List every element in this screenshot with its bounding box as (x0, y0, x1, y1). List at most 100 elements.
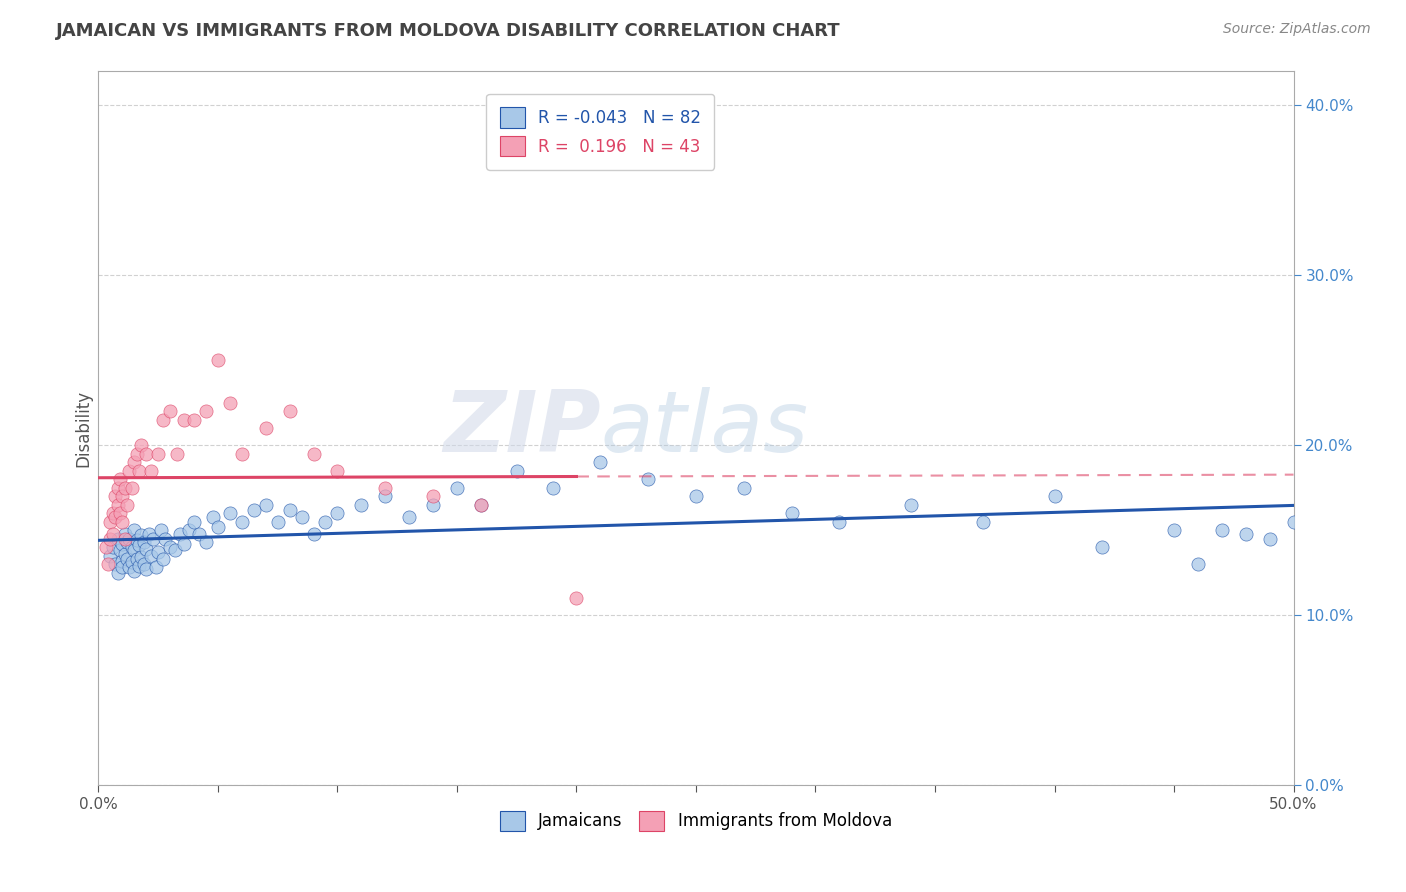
Point (111, 554, 134, 568)
Point (128, 464, 150, 478)
Point (637, 472, 659, 486)
Point (94, 540, 117, 554)
Point (121, 481, 143, 495)
Point (118, 464, 141, 478)
Point (219, 395, 242, 409)
Point (166, 447, 188, 461)
Point (108, 472, 131, 486)
Point (107, 566, 129, 580)
Point (98, 549, 122, 563)
Point (231, 515, 253, 529)
Point (114, 481, 136, 495)
Point (148, 447, 170, 461)
Point (173, 412, 195, 426)
Point (128, 538, 150, 552)
Point (139, 464, 162, 478)
Point (142, 532, 165, 546)
Point (187, 526, 209, 541)
Point (135, 447, 157, 461)
Point (115, 498, 138, 512)
Point (326, 506, 349, 520)
Point (1043, 489, 1066, 503)
Point (1234, 526, 1257, 541)
Text: atlas: atlas (600, 386, 808, 470)
Point (139, 549, 162, 563)
Point (118, 532, 141, 546)
Point (267, 515, 290, 529)
Point (111, 515, 134, 529)
Point (135, 541, 157, 556)
Point (159, 540, 181, 554)
Point (114, 532, 136, 546)
Point (98, 515, 122, 529)
Point (128, 558, 150, 573)
Point (115, 535, 138, 549)
Point (124, 564, 146, 578)
Point (202, 509, 225, 524)
Point (374, 481, 396, 495)
Point (118, 560, 141, 574)
Point (124, 455, 146, 469)
Point (114, 547, 136, 561)
Point (114, 526, 136, 541)
Point (107, 498, 129, 512)
Point (101, 526, 124, 541)
Point (104, 489, 127, 503)
Point (131, 438, 153, 452)
Point (111, 489, 134, 503)
Point (1282, 515, 1305, 529)
Point (138, 526, 160, 541)
Point (131, 550, 153, 565)
Point (97, 557, 120, 571)
Point (121, 555, 143, 569)
Point (302, 447, 325, 461)
Point (108, 506, 131, 520)
Point (145, 560, 167, 574)
Point (152, 552, 174, 566)
Point (685, 489, 707, 503)
Point (115, 552, 138, 566)
Point (315, 515, 337, 529)
Point (159, 404, 181, 418)
Point (108, 543, 131, 558)
Point (541, 481, 564, 495)
Point (219, 506, 242, 520)
Point (125, 447, 148, 461)
Point (148, 545, 170, 559)
Point (1163, 523, 1185, 537)
Text: Source: ZipAtlas.com: Source: ZipAtlas.com (1223, 22, 1371, 37)
Point (422, 498, 444, 512)
Point (398, 509, 420, 524)
Point (1187, 557, 1209, 571)
Point (149, 523, 172, 537)
Point (125, 533, 148, 548)
Point (121, 540, 143, 554)
Point (169, 526, 191, 541)
Point (125, 552, 148, 566)
Point (183, 515, 205, 529)
Point (278, 404, 301, 418)
Point (107, 532, 129, 546)
Point (828, 515, 851, 529)
Point (98, 532, 122, 546)
Legend: Jamaicans, Immigrants from Moldova: Jamaicans, Immigrants from Moldova (486, 797, 905, 845)
Point (291, 509, 314, 524)
Point (104, 509, 127, 524)
Point (124, 543, 146, 558)
Point (163, 543, 186, 558)
Point (152, 412, 174, 426)
Point (900, 498, 922, 512)
Point (195, 404, 218, 418)
Point (132, 557, 155, 571)
Point (111, 537, 134, 551)
Point (132, 535, 155, 549)
Point (207, 353, 229, 368)
Point (254, 498, 277, 512)
Text: ZIP: ZIP (443, 386, 600, 470)
Point (506, 464, 529, 478)
Point (780, 506, 803, 520)
Point (111, 560, 134, 574)
Point (470, 498, 492, 512)
Point (1258, 532, 1281, 546)
Point (243, 502, 266, 516)
